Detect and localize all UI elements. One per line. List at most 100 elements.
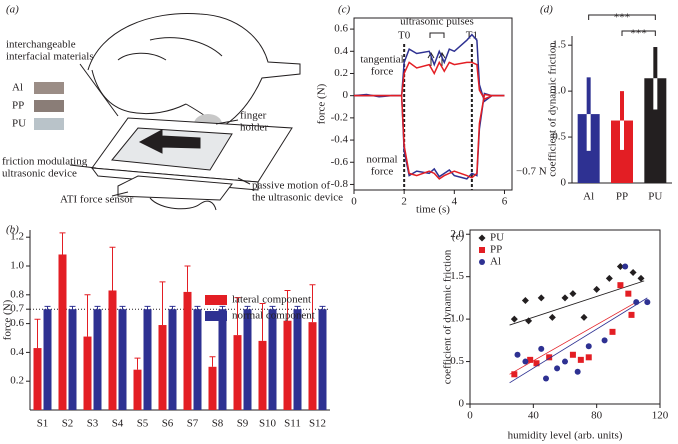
error-bar <box>259 302 266 341</box>
point <box>622 263 629 270</box>
bar <box>293 309 302 410</box>
point <box>525 317 533 325</box>
y-tick-label: 1.0 <box>552 85 566 97</box>
annotation: normal <box>366 154 397 166</box>
error-bar <box>169 305 176 310</box>
annotation: tangential <box>360 54 403 66</box>
x-axis-label: time (s) <box>416 204 450 216</box>
point <box>543 375 549 382</box>
x-tick-label: S7 <box>187 418 199 430</box>
bar <box>183 291 192 410</box>
leader <box>79 63 119 117</box>
y-tick-label: 0.7 <box>10 303 24 315</box>
bar <box>58 254 67 410</box>
point <box>527 356 534 363</box>
label: interchangeable <box>6 39 76 51</box>
error-bar <box>59 232 66 255</box>
point <box>616 262 624 270</box>
significance-bracket <box>588 14 656 20</box>
point <box>511 371 518 378</box>
y-tick-label: -0.8 <box>331 178 349 190</box>
bar <box>208 366 217 410</box>
material-swatch <box>34 118 64 130</box>
error-bar <box>34 318 41 349</box>
label: the ultrasonic device <box>252 192 343 204</box>
material-name: PP <box>12 100 24 112</box>
y-tick-label: 1.5 <box>552 39 566 51</box>
panel-label: (e) <box>452 231 465 243</box>
point <box>514 351 521 358</box>
bar <box>318 309 327 410</box>
leader <box>237 177 251 185</box>
panel-label: (c) <box>338 4 351 16</box>
point <box>628 311 635 318</box>
point <box>601 337 608 344</box>
x-tick-label: S11 <box>284 418 301 430</box>
y-tick-label: -0.2 <box>331 111 348 123</box>
panel-label: (b) <box>6 224 19 236</box>
hand <box>87 13 301 129</box>
legend-marker <box>479 259 485 265</box>
error-bar <box>184 265 191 292</box>
point <box>537 294 545 302</box>
x-tick-label: S5 <box>137 418 149 430</box>
legend-marker <box>478 234 486 242</box>
point <box>574 368 581 375</box>
x-tick-label: S3 <box>87 418 99 430</box>
y-tick-label: 2.0 <box>450 228 464 240</box>
label: ultrasonic device <box>2 168 77 180</box>
label: interfacial materials <box>6 51 94 63</box>
bar <box>258 340 267 410</box>
error-bar <box>144 305 151 310</box>
point <box>562 358 568 365</box>
point <box>522 358 529 365</box>
point <box>617 282 624 289</box>
y-axis-label: force (N) <box>2 299 14 340</box>
panel-label: (a) <box>6 4 19 16</box>
x-tick-label: 40 <box>528 410 540 422</box>
point <box>644 299 651 306</box>
y-tick-label: 0.4 <box>334 45 348 57</box>
bar <box>611 120 633 183</box>
y-axis-label: coefficient of dynamic friction <box>547 42 559 177</box>
event-label: T0 <box>398 30 411 42</box>
x-tick-label: 4 <box>452 196 458 208</box>
bar <box>118 309 127 410</box>
bar <box>93 309 102 410</box>
error-bar <box>294 305 301 310</box>
pulse-bracket <box>429 32 445 38</box>
error-bar <box>109 246 116 291</box>
plot-frame <box>469 229 661 405</box>
x-tick-label: S4 <box>112 418 124 430</box>
y-tick-label: -0.6 <box>331 156 349 168</box>
point <box>637 274 645 282</box>
fit-line <box>509 301 637 375</box>
y-tick-label: 0.4 <box>10 346 24 358</box>
error-bar <box>119 305 126 310</box>
point <box>633 299 640 306</box>
material-plate <box>111 127 233 171</box>
x-tick-label: S1 <box>37 418 49 430</box>
fit-line <box>509 280 645 326</box>
y-tick-label: 1.0 <box>10 260 24 272</box>
x-tick-label: 0 <box>351 196 357 208</box>
x-tick-label: S12 <box>309 418 326 430</box>
y-tick-label: 0.6 <box>10 317 24 329</box>
error-bar <box>134 357 141 370</box>
fit-line <box>509 297 648 384</box>
error-bar <box>269 305 276 310</box>
bar <box>268 309 277 410</box>
error-bar <box>69 305 76 310</box>
error-bar <box>84 294 91 337</box>
y-tick-label: 0 <box>459 398 465 410</box>
bar <box>218 309 227 410</box>
y-tick-label: 0.2 <box>334 67 348 79</box>
bar <box>143 309 152 410</box>
point <box>521 296 529 304</box>
bar <box>283 320 292 410</box>
legend-label: normal component <box>232 310 315 322</box>
bar <box>133 369 142 410</box>
x-tick-label: 0 <box>467 410 473 422</box>
